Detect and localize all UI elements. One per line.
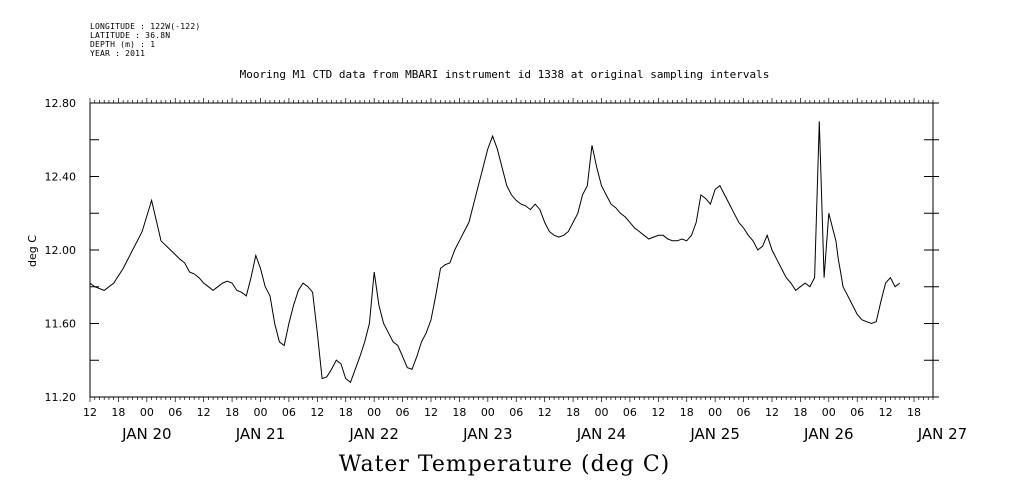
x-hour-tick-label: 18 — [225, 406, 239, 419]
x-hour-tick-label: 18 — [907, 406, 921, 419]
x-hour-tick-label: 00 — [594, 406, 608, 419]
x-day-label: JAN 24 — [576, 425, 627, 443]
y-tick-label: 12.80 — [45, 97, 77, 110]
x-hour-tick-label: 18 — [566, 406, 580, 419]
x-day-label: JAN 25 — [689, 425, 740, 443]
x-hour-tick-label: 12 — [651, 406, 665, 419]
x-hour-tick-label: 06 — [850, 406, 864, 419]
x-hour-tick-label: 12 — [879, 406, 893, 419]
x-hour-tick-label: 18 — [111, 406, 125, 419]
x-hour-tick-label: 18 — [452, 406, 466, 419]
x-axis-label: Water Temperature (deg C) — [338, 452, 671, 477]
x-hour-tick-label: 12 — [424, 406, 438, 419]
y-axis-label: deg C — [26, 235, 39, 267]
plot-frame — [89, 102, 934, 398]
x-hour-tick-label: 00 — [822, 406, 836, 419]
y-tick-label: 12.00 — [45, 244, 77, 257]
x-day-label: JAN 27 — [917, 425, 968, 443]
x-hour-tick-label: 18 — [793, 406, 807, 419]
x-hour-tick-label: 00 — [367, 406, 381, 419]
y-tick-label: 11.20 — [45, 391, 77, 404]
depth-label: DEPTH (m) : 1 — [90, 40, 156, 49]
x-hour-tick-label: 06 — [396, 406, 410, 419]
latitude-label: LATITUDE : 36.8N — [90, 31, 171, 40]
x-hour-tick-label: 00 — [481, 406, 495, 419]
longitude-label: LONGITUDE : 122W(-122) — [90, 22, 201, 31]
x-hour-tick-label: 00 — [253, 406, 267, 419]
x-hour-tick-label: 12 — [197, 406, 211, 419]
x-hour-tick-label: 12 — [538, 406, 552, 419]
x-hour-tick-label: 12 — [83, 406, 97, 419]
year-label: YEAR : 2011 — [90, 49, 146, 58]
x-day-label: JAN 21 — [235, 425, 286, 443]
y-tick-label: 12.40 — [45, 171, 77, 184]
x-hour-tick-label: 18 — [680, 406, 694, 419]
x-hour-tick-label: 06 — [282, 406, 296, 419]
x-hour-tick-label: 06 — [623, 406, 637, 419]
x-hour-tick-label: 12 — [310, 406, 324, 419]
chart-title: Mooring M1 CTD data from MBARI instrumen… — [239, 68, 770, 81]
x-hour-tick-label: 06 — [509, 406, 523, 419]
x-day-label: JAN 26 — [803, 425, 854, 443]
x-day-label: JAN 22 — [348, 425, 399, 443]
x-hour-tick-label: 12 — [765, 406, 779, 419]
y-tick-label: 11.60 — [45, 318, 77, 331]
metadata-block: LONGITUDE : 122W(-122) LATITUDE : 36.8N … — [90, 22, 200, 58]
x-hour-tick-label: 00 — [140, 406, 154, 419]
x-hour-tick-label: 06 — [737, 406, 751, 419]
x-day-label: JAN 23 — [462, 425, 513, 443]
water-temperature-line — [89, 121, 901, 384]
x-hour-tick-label: 18 — [339, 406, 353, 419]
x-day-label: JAN 20 — [121, 425, 172, 443]
x-hour-tick-label: 06 — [168, 406, 182, 419]
x-hour-tick-label: 00 — [708, 406, 722, 419]
